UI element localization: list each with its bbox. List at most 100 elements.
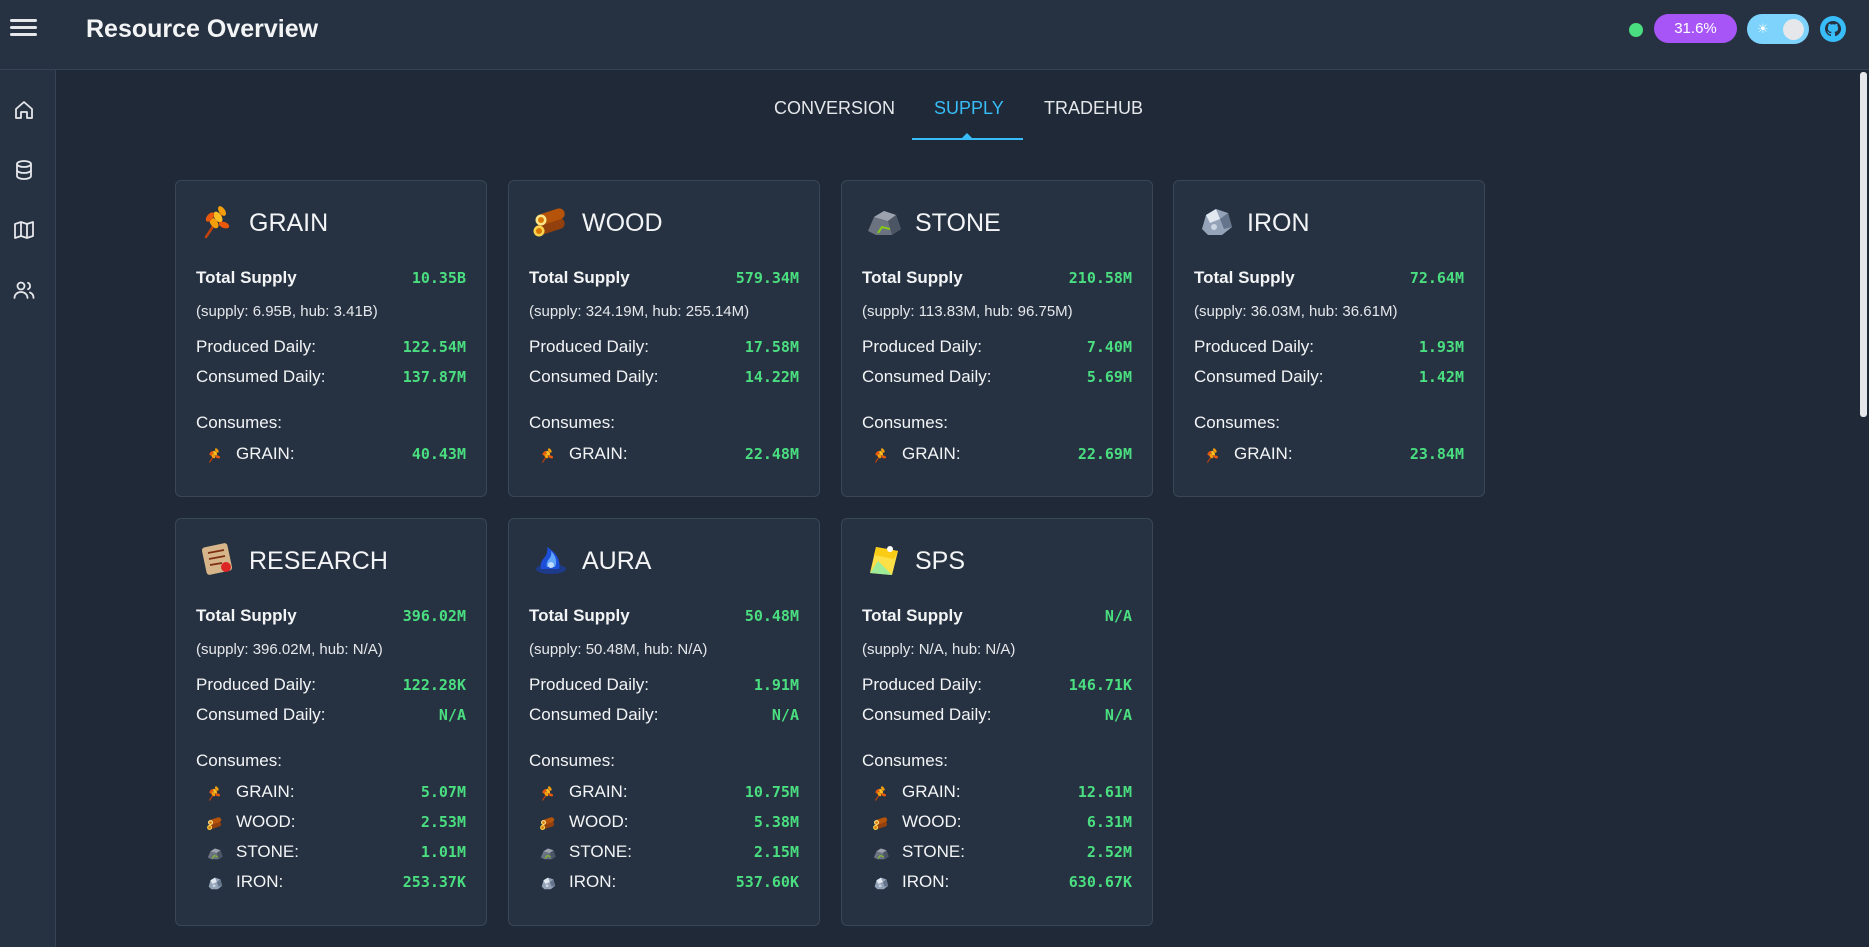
iron-icon [872, 874, 890, 892]
consumed-daily-label: Consumed Daily: [1194, 367, 1324, 386]
map-icon[interactable] [12, 218, 36, 242]
resource-card-research: RESEARCH Total Supply 396.02M (supply: 39… [175, 518, 487, 926]
consumes-label: Consumes: [529, 413, 615, 432]
consume-value: 40.43M [411, 445, 466, 463]
consume-value: 10.75M [744, 783, 799, 801]
consume-value: 6.31M [1086, 813, 1132, 831]
consumed-daily-value: 14.22M [744, 368, 799, 386]
consume-value: 5.07M [420, 783, 466, 801]
consume-value: 2.52M [1086, 843, 1132, 861]
produced-daily-value: 122.54M [402, 338, 466, 356]
page-title: Resource Overview [86, 15, 319, 43]
consume-name: STONE: [236, 842, 299, 861]
github-icon[interactable] [1818, 14, 1848, 44]
produced-daily-value: 122.28K [402, 676, 466, 694]
consume-name: GRAIN: [236, 782, 295, 801]
consume-value: 253.37K [402, 873, 466, 891]
consumes-label: Consumes: [862, 413, 948, 432]
aura-icon [531, 539, 571, 579]
consumed-daily-label: Consumed Daily: [862, 705, 992, 724]
total-supply-label: Total Supply [529, 268, 630, 287]
grain-icon [1204, 446, 1222, 464]
iron-icon [206, 874, 224, 892]
produced-daily-label: Produced Daily: [862, 337, 983, 356]
consumes-label: Consumes: [529, 751, 615, 770]
consumed-daily-label: Consumed Daily: [196, 705, 326, 724]
resource-name: WOOD [582, 209, 663, 237]
total-supply-value: 72.64M [1409, 269, 1464, 287]
grain-icon [872, 784, 890, 802]
supply-breakdown: (supply: 6.95B, hub: 3.41B) [196, 303, 378, 320]
total-supply-value: 210.58M [1068, 269, 1132, 287]
total-supply-label: Total Supply [862, 606, 963, 625]
consumes-label: Consumes: [196, 751, 282, 770]
total-supply-label: Total Supply [196, 268, 297, 287]
users-icon[interactable] [12, 278, 36, 302]
supply-breakdown: (supply: 50.48M, hub: N/A) [529, 641, 708, 658]
supply-breakdown: (supply: 324.19M, hub: 255.14M) [529, 303, 750, 320]
produced-daily-label: Produced Daily: [196, 675, 317, 694]
wood-icon [872, 814, 890, 832]
consumed-daily-value: 5.69M [1086, 368, 1132, 386]
percent-badge: 31.6% [1654, 14, 1737, 43]
tab-tradehub[interactable]: TRADEHUB [1044, 98, 1144, 118]
produced-daily-value: 7.40M [1086, 338, 1132, 356]
consume-value: 2.53M [420, 813, 466, 831]
consumes-label: Consumes: [196, 413, 282, 432]
supply-breakdown: (supply: 396.02M, hub: N/A) [196, 641, 383, 658]
produced-daily-value: 1.91M [753, 676, 799, 694]
consume-name: STONE: [569, 842, 632, 861]
resource-name: RESEARCH [249, 547, 388, 575]
consume-value: 537.60K [735, 873, 799, 891]
total-supply-value: 50.48M [744, 607, 799, 625]
theme-toggle[interactable]: ☀ [1747, 14, 1809, 44]
consume-name: GRAIN: [569, 782, 628, 801]
total-supply-value: 10.35B [411, 269, 466, 287]
hamburger-icon[interactable] [10, 16, 40, 42]
top-bar: Resource Overview 31.6% ☀ [0, 0, 1869, 70]
supply-breakdown: (supply: N/A, hub: N/A) [862, 641, 1016, 658]
grain-icon [539, 784, 557, 802]
sps-icon [864, 539, 904, 579]
resource-name: STONE [915, 209, 1001, 237]
consume-name: GRAIN: [902, 782, 961, 801]
tab-conversion[interactable]: CONVERSION [774, 98, 896, 118]
resource-name: IRON [1247, 209, 1310, 237]
produced-daily-label: Produced Daily: [529, 337, 650, 356]
consumes-label: Consumes: [862, 751, 948, 770]
grain-icon [206, 446, 224, 464]
consume-name: GRAIN: [569, 444, 628, 463]
scrollbar-thumb[interactable] [1860, 72, 1867, 417]
consumes-label: Consumes: [1194, 413, 1280, 432]
total-supply-value: 579.34M [735, 269, 799, 287]
total-supply-label: Total Supply [862, 268, 963, 287]
scrollbar[interactable] [1858, 70, 1869, 947]
resource-name: SPS [915, 547, 966, 575]
produced-daily-label: Produced Daily: [1194, 337, 1315, 356]
consume-value: 12.61M [1077, 783, 1132, 801]
resource-card-stone: STONE Total Supply 210.58M (supply: 113.8… [841, 180, 1153, 497]
resource-card-wood: WOOD Total Supply 579.34M (supply: 324.19… [508, 180, 820, 497]
stone-icon [864, 201, 904, 241]
consume-name: IRON: [236, 872, 284, 891]
stone-icon [206, 844, 224, 862]
grain-icon [539, 446, 557, 464]
wood-icon [539, 814, 557, 832]
consume-name: GRAIN: [902, 444, 961, 463]
consume-name: IRON: [569, 872, 617, 891]
tab-supply[interactable]: SUPPLY [934, 98, 1004, 118]
tab-bar: CONVERSION SUPPLY TRADEHUB [0, 70, 1858, 142]
consumed-daily-value: N/A [771, 706, 799, 724]
home-icon[interactable] [12, 98, 36, 122]
consume-value: 5.38M [753, 813, 799, 831]
sun-icon: ☀ [1757, 21, 1769, 36]
consumed-daily-label: Consumed Daily: [529, 367, 659, 386]
wood-icon [206, 814, 224, 832]
consume-value: 1.01M [420, 843, 466, 861]
status-indicator [1629, 23, 1643, 37]
resource-name: AURA [582, 547, 652, 575]
resource-card-sps: SPS Total Supply N/A (supply: N/A, hub: N… [841, 518, 1153, 926]
consume-value: 22.69M [1077, 445, 1132, 463]
database-icon[interactable] [12, 158, 36, 182]
consume-value: 630.67K [1068, 873, 1132, 891]
